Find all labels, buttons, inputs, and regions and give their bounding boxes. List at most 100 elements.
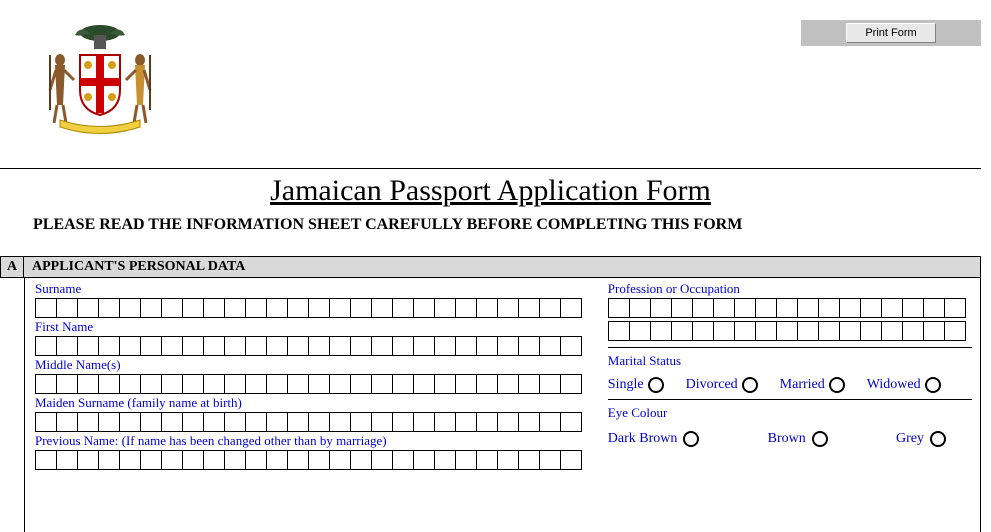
input-box[interactable] <box>434 374 456 394</box>
input-box[interactable] <box>413 412 435 432</box>
eye-option-dark-brown[interactable]: Dark Brown <box>608 431 706 447</box>
input-box[interactable] <box>560 298 582 318</box>
input-box[interactable] <box>140 298 162 318</box>
input-box[interactable] <box>224 412 246 432</box>
input-box[interactable] <box>245 336 267 356</box>
eye-option-brown[interactable]: Brown <box>768 431 834 447</box>
input-box[interactable] <box>140 450 162 470</box>
input-box[interactable] <box>818 298 840 318</box>
input-box[interactable] <box>119 374 141 394</box>
input-box[interactable] <box>923 321 945 341</box>
marital-option-single[interactable]: Single <box>608 377 668 393</box>
input-box[interactable] <box>455 374 477 394</box>
input-box[interactable] <box>476 412 498 432</box>
input-box[interactable] <box>161 336 183 356</box>
input-box[interactable] <box>35 336 57 356</box>
radio-icon[interactable] <box>829 377 845 393</box>
input-box[interactable] <box>119 450 141 470</box>
radio-icon[interactable] <box>648 377 664 393</box>
input-box[interactable] <box>497 336 519 356</box>
input-box[interactable] <box>671 298 693 318</box>
input-box[interactable] <box>455 336 477 356</box>
input-box[interactable] <box>287 336 309 356</box>
input-box[interactable] <box>308 374 330 394</box>
input-box[interactable] <box>797 298 819 318</box>
input-box[interactable] <box>455 450 477 470</box>
input-box[interactable] <box>140 374 162 394</box>
input-box[interactable] <box>77 374 99 394</box>
print-form-button[interactable]: Print Form <box>846 23 936 43</box>
input-box[interactable] <box>203 412 225 432</box>
input-box[interactable] <box>350 336 372 356</box>
input-box[interactable] <box>392 374 414 394</box>
input-box[interactable] <box>713 321 735 341</box>
input-box[interactable] <box>476 450 498 470</box>
input-box[interactable] <box>182 412 204 432</box>
input-box[interactable] <box>35 374 57 394</box>
input-box[interactable] <box>560 336 582 356</box>
maiden-boxes[interactable] <box>35 412 592 432</box>
input-box[interactable] <box>329 336 351 356</box>
input-box[interactable] <box>182 336 204 356</box>
input-box[interactable] <box>35 450 57 470</box>
input-box[interactable] <box>224 450 246 470</box>
input-box[interactable] <box>56 374 78 394</box>
input-box[interactable] <box>161 374 183 394</box>
input-box[interactable] <box>308 336 330 356</box>
input-box[interactable] <box>287 374 309 394</box>
input-box[interactable] <box>245 450 267 470</box>
input-box[interactable] <box>434 298 456 318</box>
input-box[interactable] <box>734 321 756 341</box>
input-box[interactable] <box>839 321 861 341</box>
input-box[interactable] <box>650 321 672 341</box>
input-box[interactable] <box>629 321 651 341</box>
first_name-boxes[interactable] <box>35 336 592 356</box>
input-box[interactable] <box>77 298 99 318</box>
marital-option-divorced[interactable]: Divorced <box>686 377 762 393</box>
input-box[interactable] <box>413 450 435 470</box>
input-box[interactable] <box>776 298 798 318</box>
radio-icon[interactable] <box>925 377 941 393</box>
input-box[interactable] <box>392 450 414 470</box>
profession-row1-boxes[interactable] <box>608 321 972 341</box>
input-box[interactable] <box>818 321 840 341</box>
input-box[interactable] <box>182 450 204 470</box>
input-box[interactable] <box>98 450 120 470</box>
input-box[interactable] <box>203 374 225 394</box>
input-box[interactable] <box>266 298 288 318</box>
input-box[interactable] <box>287 298 309 318</box>
input-box[interactable] <box>245 298 267 318</box>
input-box[interactable] <box>182 374 204 394</box>
input-box[interactable] <box>539 412 561 432</box>
input-box[interactable] <box>119 298 141 318</box>
input-box[interactable] <box>434 450 456 470</box>
input-box[interactable] <box>539 374 561 394</box>
input-box[interactable] <box>119 412 141 432</box>
input-box[interactable] <box>755 298 777 318</box>
input-box[interactable] <box>77 336 99 356</box>
input-box[interactable] <box>392 298 414 318</box>
input-box[interactable] <box>734 298 756 318</box>
input-box[interactable] <box>329 298 351 318</box>
input-box[interactable] <box>902 298 924 318</box>
input-box[interactable] <box>755 321 777 341</box>
input-box[interactable] <box>497 374 519 394</box>
surname-boxes[interactable] <box>35 298 592 318</box>
input-box[interactable] <box>413 374 435 394</box>
input-box[interactable] <box>371 412 393 432</box>
middle_names-boxes[interactable] <box>35 374 592 394</box>
input-box[interactable] <box>224 336 246 356</box>
input-box[interactable] <box>56 450 78 470</box>
input-box[interactable] <box>539 298 561 318</box>
input-box[interactable] <box>287 450 309 470</box>
input-box[interactable] <box>881 298 903 318</box>
input-box[interactable] <box>35 298 57 318</box>
input-box[interactable] <box>497 450 519 470</box>
input-box[interactable] <box>497 298 519 318</box>
input-box[interactable] <box>266 336 288 356</box>
input-box[interactable] <box>713 298 735 318</box>
input-box[interactable] <box>944 321 966 341</box>
input-box[interactable] <box>539 450 561 470</box>
input-box[interactable] <box>140 336 162 356</box>
input-box[interactable] <box>671 321 693 341</box>
